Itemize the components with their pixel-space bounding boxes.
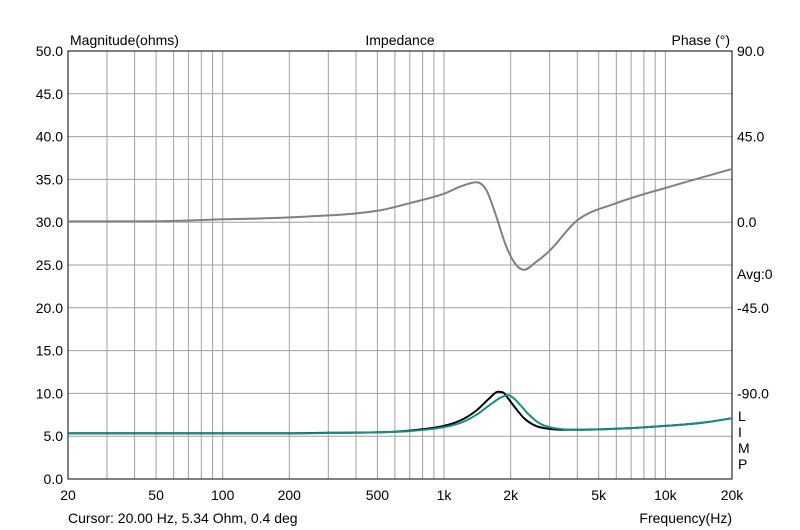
x-tick-label: 200 xyxy=(278,487,302,503)
y2-tick-label: -45.0 xyxy=(737,300,769,316)
magnitude-line-black xyxy=(67,390,733,435)
side-letter-m: M xyxy=(738,440,750,456)
y2-tick-label: 90.0 xyxy=(737,43,764,59)
x-tick-label: 10k xyxy=(654,487,678,503)
x-tick-label: 50 xyxy=(148,487,164,503)
y2-tick-label: 0.0 xyxy=(737,214,757,230)
x-tick-label: 100 xyxy=(211,487,235,503)
y-tick-label: 35.0 xyxy=(36,171,63,187)
y-tick-label: 50.0 xyxy=(36,43,63,59)
phase-line xyxy=(67,167,733,271)
side-letter-p: P xyxy=(738,456,747,472)
series-layer xyxy=(67,167,733,435)
y-tick-label: 0.0 xyxy=(44,471,64,487)
y-tick-label: 5.0 xyxy=(44,428,64,444)
y-tick-label: 30.0 xyxy=(36,214,63,230)
magnitude-line-teal xyxy=(68,394,733,435)
grid-lines xyxy=(68,51,732,479)
y-tick-label: 45.0 xyxy=(36,86,63,102)
chart-title: Impedance xyxy=(365,32,434,48)
y-tick-label: 20.0 xyxy=(36,300,63,316)
x-tick-label: 20k xyxy=(721,487,745,503)
x-tick-label: 5k xyxy=(591,487,607,503)
y-tick-label: 10.0 xyxy=(36,385,63,401)
y2-tick-label: -90.0 xyxy=(737,385,769,401)
side-letter-i: I xyxy=(738,424,742,440)
side-letter-l: L xyxy=(738,408,746,424)
avg-label: Avg:0 xyxy=(737,266,773,282)
cursor-readout: Cursor: 20.00 Hz, 5.34 Ohm, 0.4 deg xyxy=(68,510,298,526)
x-tick-label: 500 xyxy=(366,487,390,503)
x-tick-label: 2k xyxy=(503,487,519,503)
y-tick-label: 40.0 xyxy=(36,129,63,145)
plot-frame xyxy=(67,50,733,480)
y-tick-label: 15.0 xyxy=(36,343,63,359)
x-tick-label: 20 xyxy=(60,487,76,503)
y-axis-label: Magnitude(ohms) xyxy=(70,32,179,48)
tick-labels: 20 50 100 200 500 1k 2k 5k 10k 20k 0.0 5.0 10.0 15.0 2… xyxy=(36,43,769,503)
y2-axis-label: Phase (°) xyxy=(671,32,730,48)
y-tick-label: 25.0 xyxy=(36,257,63,273)
y2-tick-label: 45.0 xyxy=(737,129,764,145)
x-axis-label: Frequency(Hz) xyxy=(639,510,732,526)
x-tick-label: 1k xyxy=(437,487,453,503)
